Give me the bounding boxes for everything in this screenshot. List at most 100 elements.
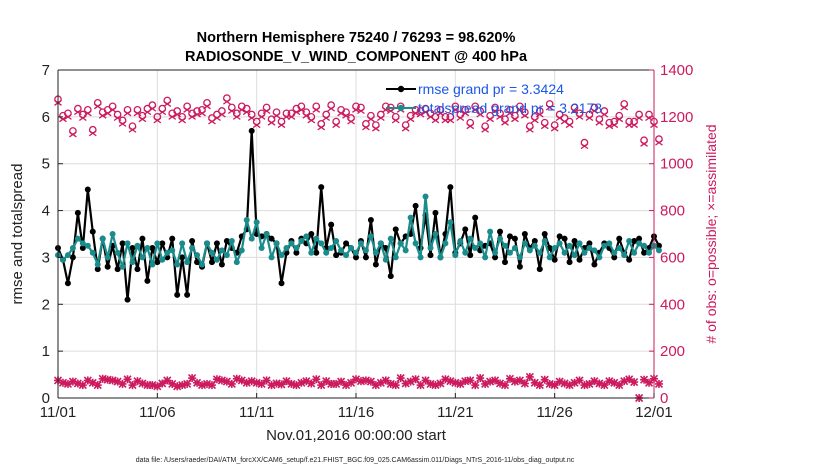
- rmse-point: [427, 252, 434, 259]
- obs-assimilated-marker: [346, 378, 356, 387]
- totalspread-point: [199, 261, 206, 268]
- totalspread-point: [591, 247, 598, 254]
- rmse-point: [551, 256, 558, 263]
- totalspread-point: [323, 249, 330, 256]
- obs-possible-marker: [198, 105, 206, 117]
- totalspread-point: [581, 249, 588, 256]
- rmse-point: [655, 242, 662, 249]
- obs-possible-marker: [232, 109, 241, 120]
- totalspread-point: [318, 240, 325, 247]
- rmse-point: [343, 240, 350, 247]
- totalspread-point: [641, 242, 648, 249]
- obs-possible-marker: [406, 111, 415, 123]
- obs-possible-marker: [312, 102, 321, 113]
- totalspread-point: [238, 247, 245, 254]
- obs-possible-marker: [496, 109, 504, 120]
- totalspread-point: [511, 245, 518, 252]
- rmse-point: [104, 263, 111, 270]
- obs-possible-marker: [615, 111, 624, 123]
- totalspread-point: [179, 240, 186, 247]
- obs-assimilated-marker: [644, 378, 654, 387]
- totalspread-point: [482, 254, 489, 261]
- totalspread-point: [278, 252, 285, 259]
- totalspread-point: [372, 249, 379, 256]
- totalspread-point: [139, 254, 146, 261]
- rmse-point: [432, 209, 439, 216]
- totalspread-point: [432, 231, 439, 237]
- obs-possible-marker: [118, 116, 127, 127]
- y-tick-label-right: 800: [660, 203, 685, 220]
- obs-possible-marker: [69, 127, 77, 138]
- rmse-point: [353, 254, 359, 261]
- legend-spread-marker: [397, 104, 405, 112]
- totalspread-point: [149, 261, 156, 268]
- obs-possible-marker: [630, 117, 639, 129]
- obs-assimilated-marker: [550, 381, 559, 390]
- obs-assimilated-marker: [366, 377, 375, 386]
- totalspread-point: [338, 247, 345, 254]
- totalspread-point: [208, 249, 215, 256]
- totalspread-point: [74, 235, 81, 242]
- x-tick-label: 11/11: [239, 404, 274, 421]
- rmse-point: [74, 209, 81, 216]
- totalspread-point: [407, 214, 414, 221]
- obs-possible-marker: [108, 102, 117, 113]
- obs-possible-marker: [88, 125, 97, 137]
- obs-possible-marker: [640, 136, 648, 147]
- rmse-point: [362, 254, 369, 261]
- legend-rmse-text: rmse grand pr = 3.3424: [418, 81, 564, 97]
- totalspread-point: [462, 249, 469, 256]
- x-tick-label: 11/16: [338, 404, 374, 421]
- obs-possible-marker: [620, 100, 629, 111]
- totalspread-point: [601, 242, 608, 249]
- y-tick-label: 6: [42, 109, 50, 126]
- y-tick-label-right: 400: [660, 296, 685, 313]
- rmse-point: [179, 254, 186, 261]
- obs-possible-marker: [327, 101, 336, 112]
- rmse-point: [541, 231, 548, 237]
- obs-assimilated-marker: [93, 381, 102, 390]
- obs-assimilated-marker: [381, 376, 390, 385]
- totalspread-point: [243, 216, 250, 223]
- x-tick-label: 11/01: [40, 404, 76, 421]
- obs-assimilated-marker: [481, 379, 490, 389]
- obs-possible-marker: [580, 138, 589, 150]
- obs-layer: [53, 94, 664, 403]
- rmse-point: [218, 261, 225, 268]
- totalspread-point: [516, 254, 523, 261]
- rmse-point: [561, 235, 568, 242]
- obs-possible-marker: [520, 108, 529, 119]
- legend: rmse grand pr = 3.3424 totalspread grand…: [386, 81, 602, 116]
- x-tick-label: 11/21: [437, 404, 473, 421]
- rmse-point: [626, 256, 633, 263]
- rmse-point: [69, 254, 76, 261]
- y-axis-label: rmse and totalspread: [9, 164, 26, 305]
- obs-possible-marker: [530, 113, 539, 124]
- rmse-point: [616, 235, 623, 242]
- totalspread-point: [477, 240, 484, 247]
- obs-possible-marker: [655, 135, 663, 146]
- totalspread-point: [194, 252, 201, 259]
- obs-possible-marker: [376, 110, 385, 122]
- totalspread-point: [154, 240, 161, 247]
- obs-possible-marker: [605, 118, 614, 130]
- y-tick-label-right: 1000: [660, 156, 693, 173]
- rmse-point: [134, 266, 141, 273]
- totalspread-point: [402, 247, 409, 254]
- totalspread-point: [611, 249, 618, 256]
- obs-possible-marker: [123, 105, 132, 117]
- totalspread-point: [382, 256, 389, 263]
- totalspread-point: [521, 240, 528, 247]
- totalspread-point: [333, 238, 340, 245]
- rmse-point: [129, 245, 136, 252]
- rmse-point: [154, 259, 161, 266]
- totalspread-point: [303, 233, 310, 240]
- rmse-point: [392, 226, 399, 233]
- obs-possible-marker: [153, 113, 162, 124]
- rmse-point: [308, 231, 315, 237]
- obs-possible-marker: [511, 111, 519, 123]
- obs-assimilated-marker: [540, 375, 549, 384]
- totalspread-point: [288, 240, 295, 247]
- totalspread-point: [114, 249, 121, 256]
- legend-spread-text: totalspread grand pr = 3.2178: [418, 100, 602, 116]
